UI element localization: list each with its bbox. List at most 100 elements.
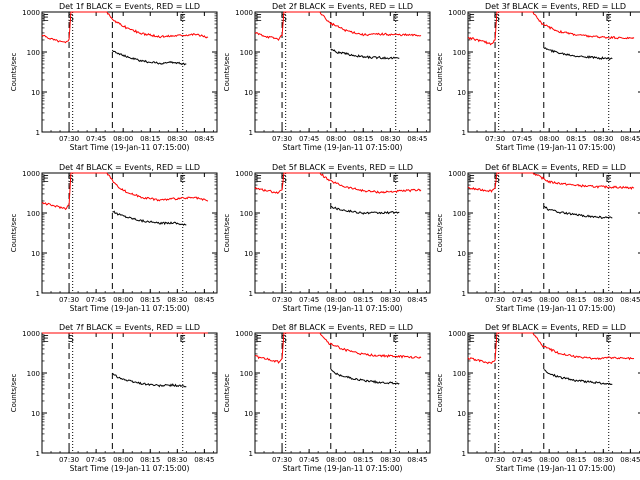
- detector-panel: Det 2f BLACK = Events, RED = LLD 1 10 100 10…: [223, 2, 431, 152]
- x-tick-label: 08:15: [353, 135, 373, 143]
- x-tick-label: 08:15: [566, 456, 586, 464]
- series-line-red: [41, 172, 209, 211]
- y-tick-label: 1: [462, 450, 466, 458]
- event-marker-e: E: [606, 174, 612, 185]
- series-line-red: [467, 332, 635, 365]
- series-line-black: [543, 369, 613, 386]
- x-tick-label: 08:45: [620, 296, 640, 304]
- y-axis-label: Counts/sec: [436, 374, 444, 413]
- chart-title: Det 9f BLACK = Events, RED = LLD: [485, 323, 626, 332]
- y-tick-label: 10: [244, 89, 253, 97]
- chart-title: Det 2f BLACK = Events, RED = LLD: [272, 2, 413, 11]
- detector-panel: Det 1f BLACK = Events, RED = LLD 1 10 100 10…: [10, 2, 218, 152]
- x-tick-label: 07:30: [59, 456, 79, 464]
- y-tick-label: 100: [240, 49, 253, 57]
- event-marker-e: E: [42, 334, 48, 345]
- x-axis-label: Start Time (19-Jan-11 07:15:00): [496, 304, 616, 313]
- y-tick-label: 1000: [235, 330, 253, 338]
- y-axis-label: Counts/sec: [436, 53, 444, 92]
- x-tick-label: 08:00: [539, 456, 559, 464]
- y-tick-label: 10: [457, 250, 466, 258]
- y-tick-label: 10: [457, 89, 466, 97]
- y-tick-label: 1000: [22, 9, 40, 17]
- y-axis-label: Counts/sec: [436, 214, 444, 253]
- event-marker-e: E: [255, 334, 261, 345]
- x-axis-label: Start Time (19-Jan-11 07:15:00): [70, 304, 190, 313]
- x-tick-label: 08:30: [167, 135, 187, 143]
- y-tick-label: 1000: [448, 170, 466, 178]
- x-tick-label: 08:30: [167, 456, 187, 464]
- y-tick-label: 10: [457, 410, 466, 418]
- x-axis-label: Start Time (19-Jan-11 07:15:00): [283, 304, 403, 313]
- x-tick-label: 07:30: [59, 135, 79, 143]
- x-tick-label: 08:15: [566, 296, 586, 304]
- x-tick-label: 07:30: [485, 135, 505, 143]
- series-line-black: [543, 47, 613, 61]
- plot-frame: [254, 332, 431, 454]
- x-tick-label: 08:30: [593, 456, 613, 464]
- series-line-red: [254, 172, 422, 194]
- x-tick-label: 08:45: [620, 135, 640, 143]
- x-tick-label: 08:00: [326, 296, 346, 304]
- y-tick-label: 10: [31, 89, 40, 97]
- x-tick-label: 07:45: [86, 296, 106, 304]
- event-marker-e: E: [42, 13, 48, 24]
- y-tick-label: 10: [244, 410, 253, 418]
- chart-title: Det 4f BLACK = Events, RED = LLD: [59, 163, 200, 172]
- detector-panel: Det 4f BLACK = Events, RED = LLD 1 10 100 10…: [10, 163, 218, 313]
- chart-title: Det 1f BLACK = Events, RED = LLD: [59, 2, 200, 11]
- x-tick-label: 08:30: [380, 135, 400, 143]
- x-axis-label: Start Time (19-Jan-11 07:15:00): [70, 143, 190, 152]
- x-tick-label: 07:45: [512, 135, 532, 143]
- detector-panel: Det 6f BLACK = Events, RED = LLD 1 10 100 10…: [436, 163, 640, 313]
- x-tick-label: 08:00: [539, 296, 559, 304]
- y-tick-label: 1000: [448, 9, 466, 17]
- x-tick-label: 08:30: [593, 296, 613, 304]
- event-marker-e: E: [393, 334, 399, 345]
- plot-frame: [467, 172, 640, 294]
- x-tick-label: 08:00: [326, 135, 346, 143]
- x-tick-label: 08:00: [113, 135, 133, 143]
- y-tick-label: 1: [462, 129, 466, 137]
- x-axis-label: Start Time (19-Jan-11 07:15:00): [496, 143, 616, 152]
- event-marker-e: E: [468, 13, 474, 24]
- x-tick-label: 07:45: [86, 135, 106, 143]
- event-marker-e: E: [393, 174, 399, 185]
- series-line-black: [330, 48, 400, 60]
- x-tick-label: 08:45: [194, 296, 214, 304]
- detector-panel: Det 9f BLACK = Events, RED = LLD 1 10 100 10…: [436, 323, 640, 473]
- x-tick-label: 07:45: [512, 296, 532, 304]
- event-marker-e: E: [255, 13, 261, 24]
- series-line-black: [330, 205, 400, 215]
- plot-frame: [254, 172, 431, 294]
- series-line-black: [111, 49, 187, 66]
- y-tick-label: 1: [36, 290, 40, 298]
- y-tick-label: 1: [36, 450, 40, 458]
- y-tick-label: 1000: [22, 330, 40, 338]
- detector-panel: Det 5f BLACK = Events, RED = LLD 1 10 100 10…: [223, 163, 431, 313]
- x-tick-label: 08:45: [620, 456, 640, 464]
- x-tick-label: 08:45: [407, 456, 427, 464]
- event-marker-e: E: [606, 13, 612, 24]
- y-tick-label: 100: [27, 49, 40, 57]
- series-line-black: [330, 368, 400, 385]
- y-axis-label: Counts/sec: [223, 214, 231, 253]
- x-tick-label: 08:45: [194, 456, 214, 464]
- y-tick-label: 100: [240, 370, 253, 378]
- x-tick-label: 07:30: [59, 296, 79, 304]
- y-tick-label: 10: [244, 250, 253, 258]
- x-tick-label: 07:30: [485, 296, 505, 304]
- series-line-red: [467, 11, 635, 46]
- x-tick-label: 08:00: [113, 296, 133, 304]
- plot-frame: [41, 172, 218, 294]
- y-tick-label: 100: [240, 210, 253, 218]
- plot-frame: [254, 11, 431, 133]
- y-tick-label: 10: [31, 250, 40, 258]
- x-axis-label: Start Time (19-Jan-11 07:15:00): [496, 464, 616, 473]
- x-tick-label: 08:15: [353, 456, 373, 464]
- event-marker-s: S: [494, 174, 500, 185]
- event-marker-e: E: [255, 174, 261, 185]
- chart-title: Det 6f BLACK = Events, RED = LLD: [485, 163, 626, 172]
- x-tick-label: 08:30: [380, 296, 400, 304]
